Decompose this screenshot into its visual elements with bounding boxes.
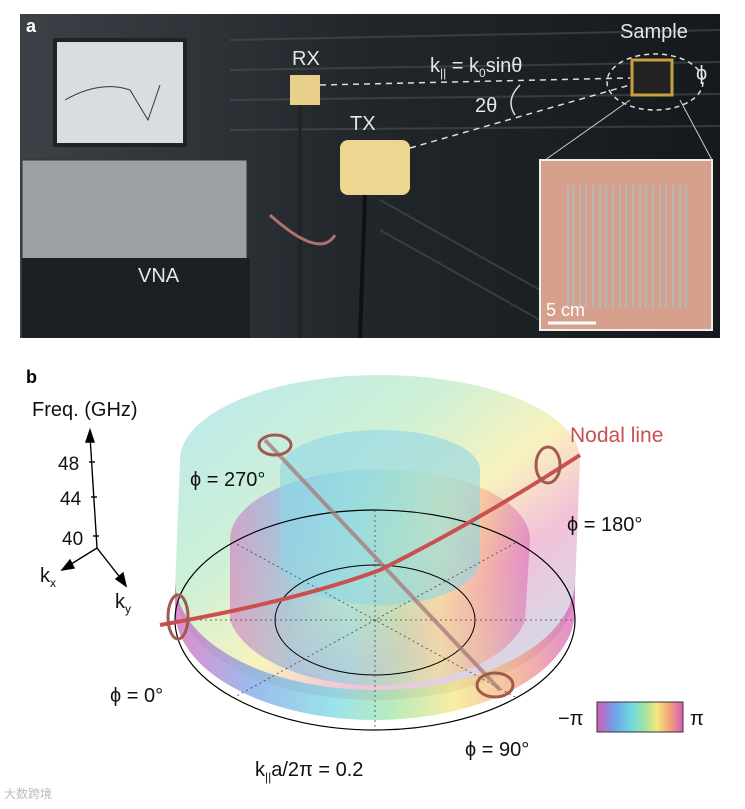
monitor: [53, 38, 187, 147]
tx-antenna: [340, 140, 410, 195]
phi-label: ϕ = 270°: [190, 469, 265, 491]
tick-label: 40: [62, 529, 83, 550]
vna: [21, 159, 248, 266]
tx-label: TX: [350, 113, 376, 135]
phi-label: ϕ = 180°: [567, 514, 642, 536]
panel-b: b Nodal line ϕ = 270° ϕ = 180° ϕ = 0° ϕ …: [4, 367, 704, 801]
axis-title: Freq. (GHz): [32, 399, 138, 421]
monitor-plot: [64, 84, 161, 122]
sample: [630, 58, 674, 97]
photo: 5 cm a Sample ϕ RX TX k|| = k0sinθ 2θ VN…: [20, 14, 721, 339]
radius-label: k||a/2π = 0.2: [255, 759, 363, 784]
inner-band: [280, 430, 480, 605]
colorbar-max: π: [690, 708, 704, 730]
nodal-line-label: Nodal line: [570, 424, 663, 447]
equation: k|| = k0sinθ: [430, 55, 522, 80]
phi-label: ϕ = 0°: [110, 685, 163, 707]
sample-label: Sample: [620, 21, 688, 43]
axis-kx: kx: [40, 565, 56, 590]
phi-label: ϕ = 90°: [465, 739, 529, 761]
angle-label: 2θ: [475, 95, 497, 117]
colorbar-min: −π: [558, 708, 583, 730]
vna-label: VNA: [138, 265, 180, 287]
watermark: 大数跨境: [4, 786, 52, 801]
panel-label: a: [26, 16, 37, 36]
phi-label: ϕ: [696, 63, 707, 85]
tick-label: 48: [58, 454, 79, 475]
grating: [567, 185, 687, 308]
scale-label: 5 cm: [546, 300, 585, 320]
table: [22, 258, 250, 338]
panel-label: b: [26, 367, 37, 387]
colorbar: [596, 701, 684, 733]
axis-ky: ky: [115, 591, 131, 616]
tick-label: 44: [60, 489, 82, 510]
nodal-line: [159, 453, 582, 627]
rx-label: RX: [292, 48, 320, 70]
rx-antenna: [290, 75, 320, 105]
